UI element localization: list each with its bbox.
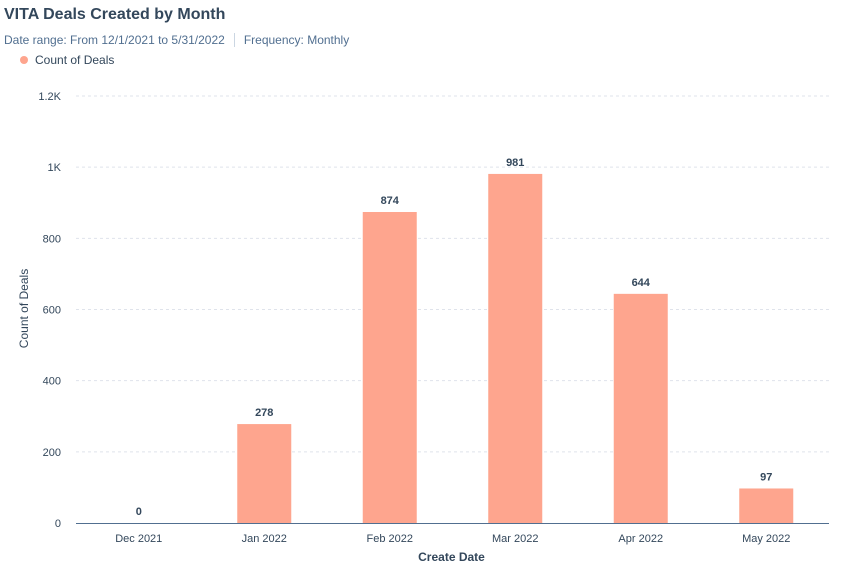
legend-label: Count of Deals [35, 53, 115, 67]
x-tick-label: Dec 2021 [115, 533, 162, 545]
x-tick-label: Feb 2022 [367, 533, 413, 545]
y-tick-label: 600 [43, 305, 61, 317]
report-meta: Date range: From 12/1/2021 to 5/31/2022 … [4, 33, 349, 47]
x-tick-label: May 2022 [742, 533, 790, 545]
x-axis-ticks: Dec 2021 Jan 2022 Feb 2022 Mar 2022 Apr 2022… [115, 533, 790, 545]
bar-value-label: 874 [381, 195, 400, 207]
y-tick-label: 1K [48, 162, 62, 174]
legend-swatch [20, 56, 28, 64]
x-axis-title: Create Date [418, 550, 485, 564]
y-tick-label: 400 [43, 376, 61, 388]
y-axis-title: Count of Deals [17, 269, 31, 348]
bar-value-label: 278 [255, 407, 273, 419]
y-tick-label: 800 [43, 233, 61, 245]
bar[interactable] [237, 424, 292, 523]
bar-value-label: 981 [506, 157, 524, 169]
bar-value-label: 97 [760, 471, 772, 483]
bar[interactable] [488, 173, 543, 524]
y-tick-label: 1.2K [38, 91, 61, 103]
data-labels: 0 278 874 981 644 97 [136, 157, 773, 518]
date-range-text: Date range: From 12/1/2021 to 5/31/2022 [4, 33, 225, 47]
y-tick-label: 0 [55, 518, 61, 530]
meta-divider [233, 33, 235, 47]
chart-legend[interactable]: Count of Deals [20, 53, 114, 67]
chart-title: VITA Deals Created by Month [4, 6, 226, 23]
y-tick-label: 200 [43, 447, 61, 459]
bar-value-label: 0 [136, 506, 142, 518]
bar[interactable] [362, 212, 417, 524]
bar-value-label: 644 [632, 277, 651, 289]
x-tick-label: Jan 2022 [242, 533, 287, 545]
bar[interactable] [613, 293, 668, 523]
x-tick-label: Mar 2022 [492, 533, 538, 545]
frequency-text: Frequency: Monthly [243, 33, 350, 47]
bars [237, 173, 794, 524]
bar[interactable] [739, 488, 794, 523]
y-axis-ticks: 0 200 400 600 800 1K 1.2K [38, 91, 61, 530]
gridlines [76, 95, 829, 453]
x-tick-label: Apr 2022 [618, 533, 663, 545]
